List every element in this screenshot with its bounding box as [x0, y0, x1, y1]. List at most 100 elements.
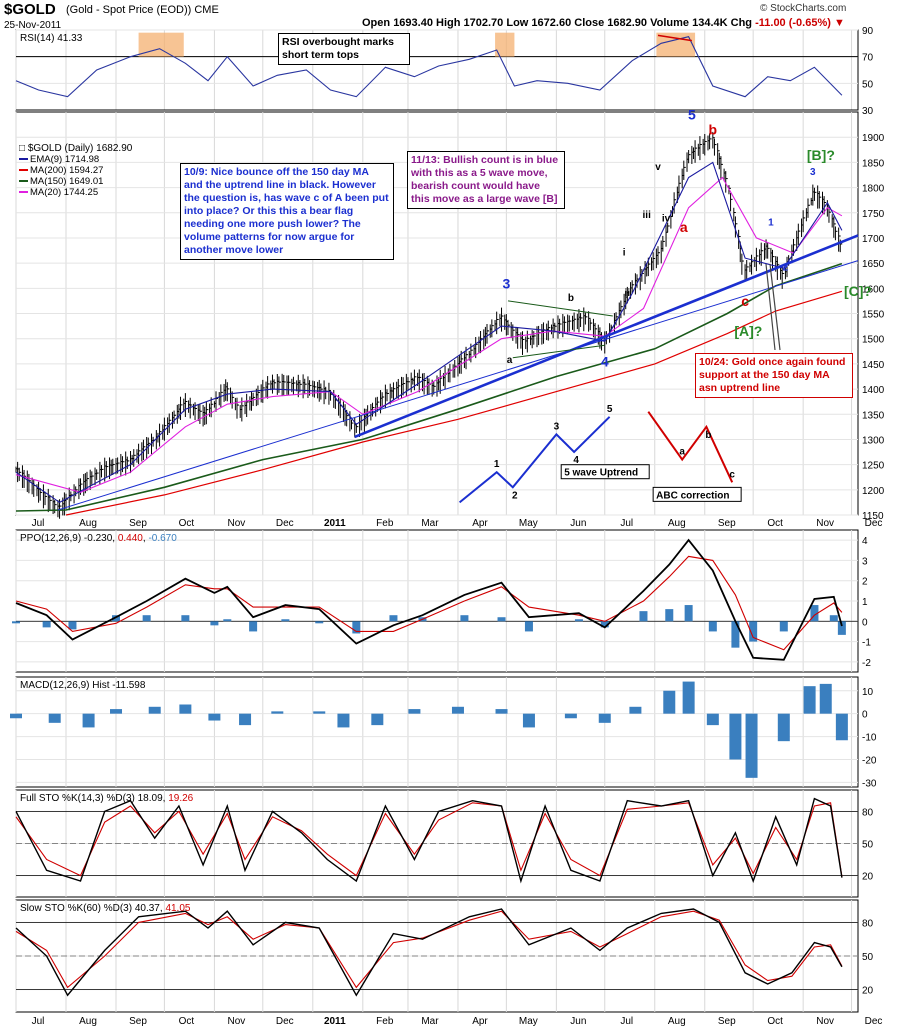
abc-diagram-path: [647, 411, 734, 483]
trendline: [512, 344, 605, 359]
rsi-highlight-box: [495, 32, 515, 57]
macd-histogram-bar: [179, 704, 192, 714]
chg-down-icon: ▼: [833, 17, 845, 29]
price-tick-label: 1650: [862, 259, 885, 270]
month-label-bottom: Oct: [767, 1016, 783, 1027]
ppo-label-part: -0.670: [148, 533, 177, 544]
month-label: Aug: [79, 518, 97, 529]
macd-histogram-bar: [745, 713, 758, 778]
month-label: Feb: [376, 518, 394, 529]
full-sto-label-part: Full STO %K(14,3) %D(3): [20, 793, 138, 804]
uptrend-diagram-label: 4: [573, 455, 579, 466]
ppo-histogram-bar: [665, 609, 674, 622]
ppo-tick-label: 1: [862, 597, 868, 608]
price-tick-label: 1550: [862, 310, 885, 321]
month-label-bottom: Aug: [79, 1016, 97, 1027]
note-arrow: [769, 263, 781, 351]
ppo-label-part: ,: [143, 533, 149, 544]
ppo-label-part: 0.440: [118, 533, 143, 544]
month-label-bottom: Aug: [668, 1016, 686, 1027]
uptrend-caption-box: [560, 464, 650, 480]
macd-histogram-bar: [313, 711, 326, 714]
month-label-bottom: Jul: [32, 1016, 45, 1027]
ppo-histogram-bar: [684, 605, 693, 622]
ppo-signal-line: [15, 555, 843, 651]
ppo-histogram-bar: [281, 619, 290, 622]
macd-histogram-bar: [239, 713, 252, 726]
wave-label: 3: [502, 275, 510, 291]
full-sto-label-part: 18.09,: [138, 793, 169, 804]
slow-sto-d-line: [15, 910, 843, 989]
macd-histogram-bar: [110, 709, 123, 714]
macd-label: MACD(12,26,9) Hist -11.598: [20, 680, 146, 691]
ppo-histogram-bar: [731, 621, 740, 648]
rsi-tick-label: 70: [862, 53, 874, 64]
macd-histogram-bar: [682, 681, 695, 714]
wave-label: iii: [643, 210, 652, 221]
full-sto-k-line: [15, 797, 843, 884]
macd-histogram-bar: [451, 706, 464, 714]
abc-diagram-label: c: [729, 469, 735, 480]
month-label-bottom: Jun: [570, 1016, 586, 1027]
wave-label: [B]?: [807, 147, 835, 163]
wave-label: [C]?: [844, 283, 872, 299]
price-tick-label: 1900: [862, 133, 885, 144]
macd-histogram-bar: [208, 713, 221, 721]
macd-tick-label: 10: [862, 687, 874, 698]
price-tick-label: 1400: [862, 385, 885, 396]
volume-label: Volume: [650, 17, 690, 29]
high-label: High: [436, 17, 461, 29]
month-label: Nov: [228, 518, 246, 529]
ppo-histogram-bar: [112, 615, 121, 622]
rsi-line: [15, 36, 843, 98]
ppo-histogram-bar: [389, 615, 398, 622]
macd-histogram-bar: [371, 713, 384, 726]
wave-label: 3: [810, 167, 816, 178]
price-title: □ $GOLD (Daily) 1682.90: [19, 143, 133, 154]
rsi-tick-label: 30: [862, 106, 874, 117]
month-label-bottom: Oct: [179, 1016, 195, 1027]
macd-histogram-bar: [663, 690, 676, 714]
ppo-histogram-bar: [779, 621, 788, 632]
ppo-label: PPO(12,26,9) -0.230, 0.440, -0.670: [20, 533, 177, 544]
macd-histogram-bar: [82, 713, 95, 728]
macd-tick-label: -10: [862, 733, 877, 744]
wave-label: v: [655, 162, 661, 173]
month-label-bottom: Dec: [276, 1016, 294, 1027]
month-label: Mar: [421, 518, 439, 529]
macd-histogram-bar: [706, 713, 719, 726]
rsi-label: RSI(14) 41.33: [20, 33, 83, 44]
macd-histogram-bar: [148, 706, 161, 714]
open-label: Open: [362, 17, 391, 29]
full-sto-label-part: 19.26: [168, 793, 193, 804]
wave-label: 4: [601, 353, 609, 369]
ppo-histogram-bar: [639, 611, 648, 622]
trendline: [57, 260, 859, 511]
wave-label: c: [741, 293, 749, 309]
month-label: Nov: [816, 518, 834, 529]
ppo-histogram-bar: [223, 619, 232, 622]
ppo-histogram-bar: [12, 621, 20, 624]
ppo-histogram-bar: [460, 615, 469, 622]
month-label: Aug: [668, 518, 686, 529]
ohlc-readout: Open 1693.40 High 1702.70 Low 1672.60 Cl…: [362, 17, 845, 29]
full-sto-tick-label: 80: [862, 807, 874, 818]
legend-entry: EMA(9) 1714.98: [30, 154, 99, 165]
uptrend-diagram-label: 2: [512, 490, 518, 501]
ppo-histogram-bar: [181, 615, 190, 622]
abc-caption: ABC correction: [656, 490, 729, 501]
ppo-histogram-bar: [708, 621, 717, 632]
macd-histogram-bar: [408, 709, 421, 714]
abc-diagram-label: a: [679, 447, 685, 458]
ppo-histogram-bar: [42, 621, 51, 628]
macd-histogram-bar: [835, 713, 848, 741]
month-label-bottom: Mar: [421, 1016, 439, 1027]
macd-tick-label: -20: [862, 756, 877, 767]
month-label-bottom: May: [519, 1016, 538, 1027]
ppo-histogram-bar: [837, 621, 846, 635]
ppo-histogram-bar: [210, 621, 219, 626]
month-label-bottom: Dec: [865, 1016, 883, 1027]
month-label: Oct: [179, 518, 195, 529]
ppo-histogram-bar: [810, 605, 819, 622]
ma20-line: [15, 176, 843, 493]
